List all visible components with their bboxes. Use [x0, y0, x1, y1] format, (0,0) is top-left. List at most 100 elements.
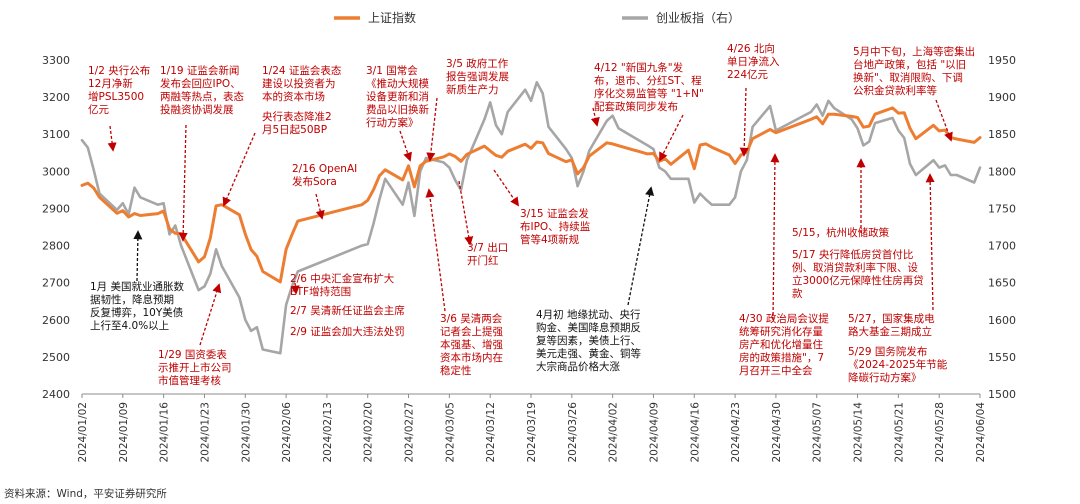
x-tick-label: 2024/01/09: [118, 402, 130, 463]
right-axis-tick: 1900: [988, 91, 1016, 104]
annotation-line: 稳定性: [440, 364, 472, 377]
annotation-line: ETF增持范围: [290, 285, 351, 298]
annotation-line: 增PSL3500: [88, 90, 144, 103]
annotation-line: 台地产政策，包括 "以旧: [853, 58, 966, 71]
annotation-line: 发布会回应IPO、: [160, 77, 241, 90]
left-axis-tick: 3200: [42, 91, 70, 104]
annotation-line: 发布Sora: [292, 175, 337, 188]
annotation-label: 1/24 证监会表态建设以投资者为本的资本市场: [262, 64, 342, 103]
left-axis-tick: 2500: [42, 351, 70, 364]
annotation-line: 本强基、增强: [440, 338, 503, 351]
annotation-label: 3/5 政府工作报告强调发展新质生产力: [446, 57, 509, 96]
right-axis-tick: 1950: [988, 54, 1016, 67]
x-tick-label: 2024/04/30: [771, 402, 783, 463]
annotation-arrow: [199, 283, 222, 346]
annotation-line: 两融等热点，表态: [160, 90, 244, 103]
annotation-line: 统筹研究消化存量: [739, 325, 823, 338]
annotation-line: 5/17 央行降低房贷首付比: [792, 248, 913, 261]
annotation-line: 行动方案》: [366, 116, 419, 129]
annotation-label: 4/30 政治局会议提统筹研究消化存量房产和优化增量住房的政策措施"，7 月召开三…: [739, 312, 829, 377]
annotation-line: 开门红: [467, 254, 499, 267]
annotation-label: 4/12 "新国九条"发布，退市、分红ST、程序化交易监管等 "1+N"配套政策…: [594, 61, 704, 113]
annotation-label: 2/6 中央汇金宣布扩大 ETF增持范围: [290, 272, 395, 298]
annotation-label: 3/15 证监会发布IPO、持续监管等4项新规: [520, 207, 591, 246]
source-note: 资料来源：Wind，平安证券研究所: [4, 487, 167, 500]
left-axis-tick: 2800: [42, 240, 70, 253]
annotation-arrow: [627, 186, 655, 306]
annotation-arrow: [315, 193, 325, 220]
annotation-arrow: [222, 132, 256, 207]
annotation-arrow: [290, 282, 300, 295]
annotation-label: 5/15，杭州收储政策: [792, 226, 890, 239]
annotation-arrow: [458, 180, 474, 246]
shanghai-index-line: [80, 106, 982, 284]
annotation-arrow: [925, 173, 935, 311]
x-tick-label: 2024/02/13: [322, 402, 334, 463]
annotations: 1/2 央行公布 12月净新增PSL3500 亿元1/19 证监会新闻发布会回应IP…: [88, 42, 975, 387]
annotation-line: 12月净新: [88, 77, 133, 90]
annotation-line: 记者会上提强: [440, 325, 503, 338]
annotation-arrows: [107, 87, 953, 346]
x-tick-label: 2024/04/02: [608, 402, 620, 463]
annotation-arrow: [935, 99, 953, 142]
x-tick-label: 2024/04/09: [648, 402, 660, 463]
x-tick-label: 2024/01/02: [77, 402, 89, 463]
annotation-line: 上行至4.0%以上: [90, 319, 169, 332]
series-shanghai-line: [80, 106, 982, 284]
left-axis-tick: 3000: [42, 165, 70, 178]
annotation-line: 5月中下旬，上海等密集出: [853, 45, 975, 58]
annotation-line: 据韧性，降息预期: [90, 293, 174, 306]
x-tick-label: 2024/06/04: [975, 402, 987, 463]
annotation-line: 4/30 政治局会议提: [739, 312, 829, 325]
annotation-label: 央行表态降准2 月5日起50BP: [262, 110, 332, 136]
axes: 3300 3200 3100 3000 2900 2800 2700 2600 2500 2400…: [42, 54, 1016, 463]
annotation-line: 单日净流入: [727, 55, 780, 68]
annotation-arrow: [426, 97, 438, 162]
annotation-label: 5/27，国家集成电路大基金三期成立: [848, 312, 935, 338]
annotation-line: 4/26 北向: [727, 42, 775, 55]
left-axis-tick: 2400: [42, 388, 70, 401]
x-tick-label: 2024/02/27: [404, 402, 416, 463]
annotation-label: 1/29 国资委表示推开上市公司市值管理考核: [158, 348, 232, 387]
x-tick-label: 2024/01/30: [240, 402, 252, 463]
annotation-label: 2/9 证监会加大违法处罚: [290, 325, 405, 338]
annotation-line: 资本市场内在: [440, 351, 503, 364]
annotation-line: 1/19 证监会新闻: [160, 64, 239, 77]
left-axis-tick: 2700: [42, 277, 70, 290]
annotation-line: 2/9 证监会加大违法处罚: [290, 325, 405, 338]
annotation-line: 《2024-2025年节能: [848, 358, 948, 371]
legend: 上证指数 创业板指（右）: [334, 10, 740, 25]
annotation-label: 5/17 央行降低房贷首付比例、取消贷款利率下限、设立3000亿元保障性住房再贷…: [792, 248, 924, 300]
annotation-line: 央行表态降准2: [262, 110, 332, 123]
annotation-line: 美元走强、黄金、铜等: [536, 347, 641, 360]
x-tick-label: 2024/05/14: [853, 402, 865, 463]
annotation-line: 1/2 央行公布: [88, 64, 150, 77]
left-axis-tick: 2600: [42, 314, 70, 327]
annotation-label: 5/29 国务院发布《2024-2025年节能降碳行动方案》: [848, 345, 948, 384]
annotation-label: 2/7 吴清新任证监会主席: [290, 304, 405, 317]
annotation-line: 房产和优化增量住: [739, 338, 823, 351]
x-tick-label: 2024/03/26: [567, 402, 579, 463]
annotation-line: 1/24 证监会表态: [262, 64, 342, 77]
annotation-line: 3/1 国常会: [366, 64, 418, 77]
left-axis-tick: 3100: [42, 128, 70, 141]
annotation-arrow: [399, 130, 412, 162]
annotation-line: 示推开上市公司: [158, 361, 232, 374]
annotation-line: 5/15，杭州收储政策: [792, 226, 890, 239]
annotation-line: 4月初 地缘扰动、央行: [536, 308, 641, 321]
right-axis-tick: 1500: [988, 388, 1016, 401]
annotation-line: 投融资协调发展: [160, 103, 234, 116]
annotation-line: 3/5 政府工作: [446, 57, 509, 70]
annotation-line: 月召开三中全会: [739, 364, 813, 377]
annotation-label: 1/2 央行公布 12月净新增PSL3500 亿元: [88, 64, 150, 116]
annotation-label: 1/19 证监会新闻发布会回应IPO、两融等热点，表态投融资协调发展: [160, 64, 244, 116]
annotation-line: 5/29 国务院发布: [848, 345, 927, 358]
x-tick-label: 2024/01/23: [199, 402, 211, 463]
annotation-line: 亿元: [88, 103, 109, 116]
annotation-line: 4/12 "新国九条"发: [594, 61, 684, 74]
x-tick-label: 2024/01/16: [159, 402, 171, 463]
annotation-line: 3/6 吴清两会: [440, 312, 503, 325]
x-tick-label: 2024/02/20: [363, 402, 375, 463]
annotation-line: 2/6 中央汇金宣布扩大: [290, 272, 395, 285]
